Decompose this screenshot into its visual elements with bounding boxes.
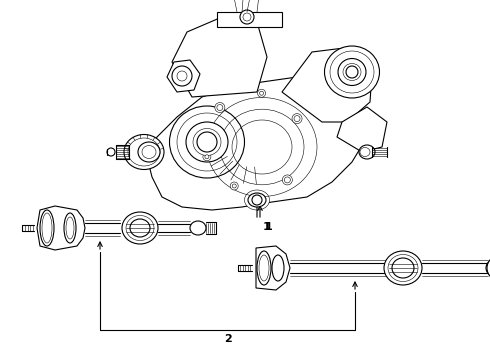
Ellipse shape xyxy=(177,113,237,171)
Circle shape xyxy=(346,66,358,78)
Circle shape xyxy=(243,13,251,21)
Circle shape xyxy=(217,104,223,111)
Circle shape xyxy=(260,91,264,95)
Ellipse shape xyxy=(359,145,375,159)
Text: 1: 1 xyxy=(265,222,273,232)
Circle shape xyxy=(252,195,262,205)
Ellipse shape xyxy=(124,135,164,170)
Polygon shape xyxy=(167,60,200,92)
Ellipse shape xyxy=(193,129,221,156)
Ellipse shape xyxy=(138,142,160,162)
Ellipse shape xyxy=(126,216,154,240)
Circle shape xyxy=(172,66,192,86)
Polygon shape xyxy=(147,77,367,210)
Ellipse shape xyxy=(388,255,418,282)
Circle shape xyxy=(205,155,209,159)
Circle shape xyxy=(292,114,302,123)
Polygon shape xyxy=(256,246,290,290)
Ellipse shape xyxy=(343,63,361,81)
Polygon shape xyxy=(337,107,387,152)
Circle shape xyxy=(240,10,254,24)
Ellipse shape xyxy=(170,106,245,178)
Ellipse shape xyxy=(338,59,366,86)
Ellipse shape xyxy=(190,221,206,235)
Ellipse shape xyxy=(245,190,270,210)
Circle shape xyxy=(177,71,187,81)
Ellipse shape xyxy=(384,251,422,285)
Ellipse shape xyxy=(122,212,158,244)
Circle shape xyxy=(232,184,236,188)
Text: 2: 2 xyxy=(223,334,231,344)
Ellipse shape xyxy=(259,255,269,281)
Circle shape xyxy=(203,153,211,161)
Ellipse shape xyxy=(66,217,74,239)
Ellipse shape xyxy=(142,145,156,158)
Polygon shape xyxy=(37,206,85,250)
Ellipse shape xyxy=(248,193,266,207)
Ellipse shape xyxy=(330,51,374,93)
Polygon shape xyxy=(282,47,372,122)
Ellipse shape xyxy=(186,122,228,162)
Text: 1: 1 xyxy=(263,222,271,232)
Circle shape xyxy=(215,103,225,113)
Polygon shape xyxy=(217,12,282,27)
Ellipse shape xyxy=(392,258,414,278)
Circle shape xyxy=(197,132,217,152)
Circle shape xyxy=(294,116,300,122)
Circle shape xyxy=(107,148,115,156)
Ellipse shape xyxy=(272,255,284,281)
Circle shape xyxy=(282,175,293,185)
Ellipse shape xyxy=(40,210,54,246)
Polygon shape xyxy=(172,17,267,97)
Ellipse shape xyxy=(257,251,271,285)
Ellipse shape xyxy=(360,148,370,157)
Circle shape xyxy=(230,182,238,190)
Ellipse shape xyxy=(486,257,490,279)
Ellipse shape xyxy=(128,138,160,166)
Ellipse shape xyxy=(42,213,52,243)
Ellipse shape xyxy=(64,213,76,243)
Ellipse shape xyxy=(130,219,150,237)
Ellipse shape xyxy=(487,255,490,281)
Ellipse shape xyxy=(324,46,379,98)
Circle shape xyxy=(284,177,291,183)
Circle shape xyxy=(258,89,266,97)
